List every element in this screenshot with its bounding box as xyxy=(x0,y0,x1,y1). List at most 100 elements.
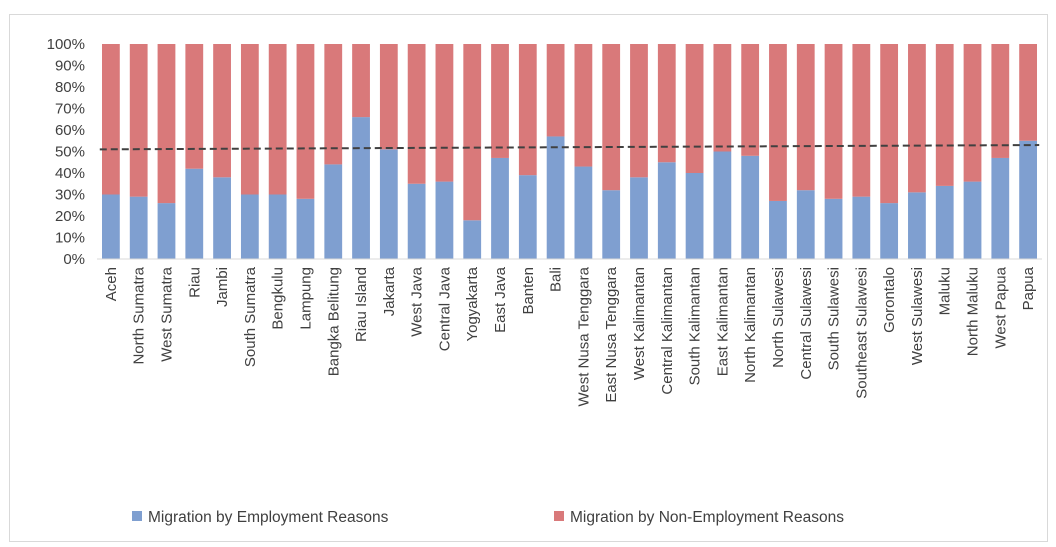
bar-employment xyxy=(657,162,676,259)
x-tick-label: Riau Island xyxy=(353,267,370,342)
y-tick-label: 0% xyxy=(63,251,85,268)
bar-employment xyxy=(129,196,148,259)
legend-label-employment: Migration by Employment Reasons xyxy=(148,509,389,526)
x-tick-label: East Kalimantan xyxy=(714,267,731,376)
bar-employment xyxy=(463,220,482,259)
bar-employment xyxy=(880,203,899,259)
x-tick-label: Central Java xyxy=(436,266,453,351)
bar-non-employment xyxy=(963,44,982,182)
bar-non-employment xyxy=(352,44,370,118)
bar-non-employment xyxy=(574,44,593,167)
x-tick-label: Jakarta xyxy=(381,266,398,316)
y-tick-label: 100% xyxy=(47,36,85,53)
bar-employment xyxy=(630,177,648,259)
bar-employment xyxy=(213,177,231,259)
bar-non-employment xyxy=(908,44,926,193)
bar-employment xyxy=(574,166,593,259)
x-tick-label: Southeast Sulawesi xyxy=(853,267,870,399)
x-tick-label: West Papua xyxy=(992,266,1009,348)
x-tick-label: South Kalimantan xyxy=(687,267,704,385)
bar-non-employment xyxy=(518,44,537,176)
y-tick-label: 50% xyxy=(55,144,85,161)
y-axis: 0% 10% 20% 30% 40% 50% 60% 70% 80% 90% 100% xyxy=(47,36,85,268)
x-tick-label: East Java xyxy=(492,266,509,333)
bar-non-employment xyxy=(602,44,621,191)
bar-non-employment xyxy=(685,44,704,173)
x-tick-label: Riau xyxy=(186,267,203,298)
bar-employment xyxy=(824,198,843,259)
x-tick-label: Gorontalo xyxy=(881,267,898,333)
bar-employment xyxy=(268,194,287,259)
x-tick-label: Central Sulawesi xyxy=(798,267,815,380)
bar-non-employment xyxy=(713,44,732,152)
x-tick-label: North Kalimantan xyxy=(742,267,759,383)
bar-employment xyxy=(1019,140,1037,259)
bar-non-employment xyxy=(824,44,843,199)
x-tick-label: Bali xyxy=(548,267,565,292)
bar-employment xyxy=(518,175,537,259)
bar-employment xyxy=(908,192,926,259)
x-tick-label: West Java xyxy=(409,266,426,336)
bar-non-employment xyxy=(463,44,482,221)
x-tick-label: Central Kalimantan xyxy=(659,267,676,395)
bar-employment xyxy=(685,173,704,259)
bar-non-employment xyxy=(1019,44,1037,141)
bar-employment xyxy=(991,157,1010,259)
bar-non-employment xyxy=(991,44,1010,158)
y-tick-label: 60% xyxy=(55,122,85,139)
x-tick-label: Bangka Belitung xyxy=(325,267,342,376)
x-tick-label: Aceh xyxy=(103,267,120,301)
y-tick-label: 80% xyxy=(55,79,85,96)
bar-non-employment xyxy=(880,44,899,204)
bar-employment xyxy=(963,181,982,259)
bar-employment xyxy=(407,183,426,259)
legend-swatch-employment xyxy=(132,511,142,521)
bar-employment xyxy=(796,190,815,259)
x-tick-label: South Sumatra xyxy=(242,266,259,367)
bar-employment xyxy=(324,164,343,259)
legend-label-non-employment: Migration by Non-Employment Reasons xyxy=(570,509,844,526)
bar-non-employment xyxy=(852,44,871,197)
bar-non-employment xyxy=(935,44,954,186)
bar-non-employment xyxy=(379,44,398,150)
legend: Migration by Employment Reasons Migratio… xyxy=(132,509,844,526)
x-tick-label: Lampung xyxy=(297,267,314,330)
bar-employment xyxy=(546,136,565,259)
x-tick-label: Yogyakarta xyxy=(464,266,481,341)
bar-non-employment xyxy=(491,44,509,158)
x-tick-label: West Nusa Tenggara xyxy=(575,266,592,406)
y-tick-label: 90% xyxy=(55,58,85,75)
bar-non-employment xyxy=(185,44,204,169)
bar-non-employment xyxy=(296,44,315,199)
bar-non-employment xyxy=(407,44,426,184)
bar-non-employment xyxy=(630,44,648,178)
bar-employment xyxy=(102,194,120,259)
x-tick-label: West Sumatra xyxy=(158,266,175,361)
bar-employment xyxy=(852,196,871,259)
x-tick-label: West Kalimantan xyxy=(631,267,648,380)
bars xyxy=(102,44,1037,259)
bar-non-employment xyxy=(129,44,148,197)
bar-non-employment xyxy=(435,44,454,182)
trendline xyxy=(99,144,1040,151)
bar-non-employment xyxy=(324,44,343,165)
y-tick-label: 20% xyxy=(55,208,85,225)
x-tick-label: South Sulawesi xyxy=(826,267,843,370)
bar-employment xyxy=(491,157,509,259)
bar-non-employment xyxy=(546,44,565,137)
bar-employment xyxy=(602,190,621,259)
x-tick-label: Banten xyxy=(520,267,537,315)
bar-non-employment xyxy=(157,44,176,204)
x-tick-label: Bengkulu xyxy=(270,267,287,330)
bar-employment xyxy=(157,203,176,259)
trendline-path xyxy=(99,144,1040,151)
x-tick-label: Jambi xyxy=(214,267,231,307)
bar-employment xyxy=(741,155,760,259)
bar-non-employment xyxy=(240,44,259,195)
bar-employment xyxy=(935,185,954,259)
x-tick-label: North Maluku xyxy=(965,267,982,356)
bar-employment xyxy=(352,117,370,259)
bar-employment xyxy=(435,181,454,259)
bar-non-employment xyxy=(657,44,676,163)
